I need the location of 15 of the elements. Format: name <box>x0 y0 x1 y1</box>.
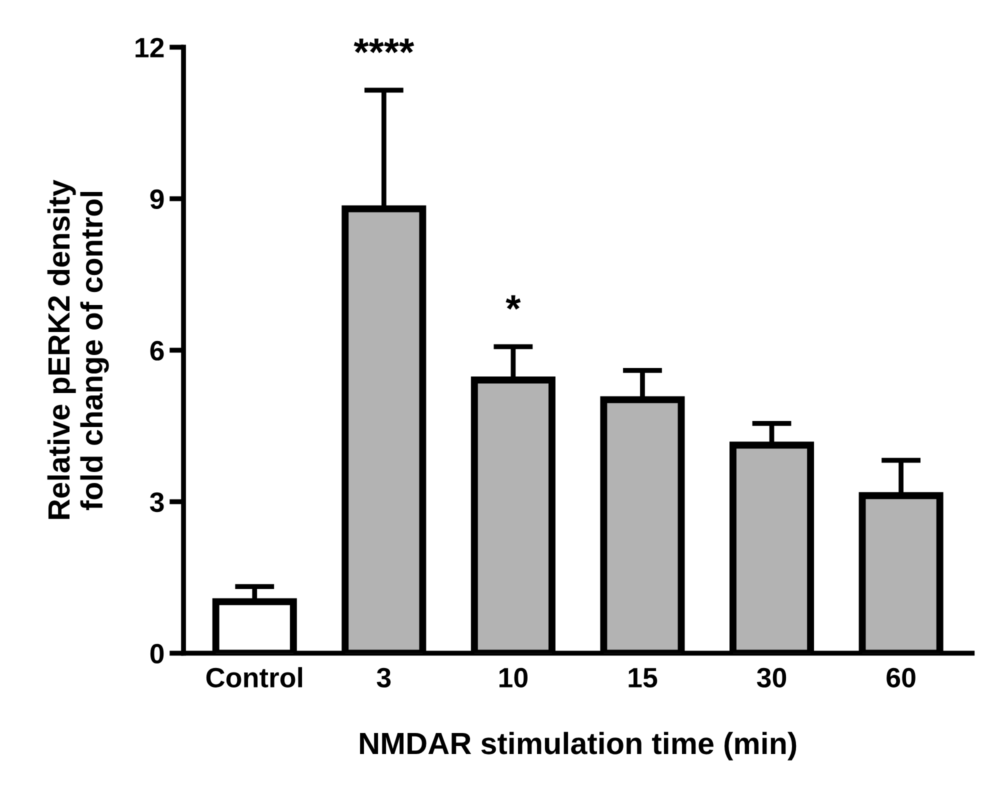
y-tick-label: 6 <box>150 340 164 361</box>
annotation: **** <box>354 38 414 54</box>
x-tick-label: 15 <box>628 668 658 688</box>
y-tick-label: 3 <box>150 492 164 512</box>
x-tick-label: 3 <box>376 668 391 688</box>
y-axis-title: Relative pERK2 density fold change of control <box>47 180 109 519</box>
x-axis-title: NMDAR stimulation time (min) <box>360 732 796 760</box>
x-tick-label: Control <box>206 667 302 688</box>
annotation: * <box>506 295 521 310</box>
x-tick-label: 60 <box>886 668 916 688</box>
x-tick-label: 10 <box>500 668 528 688</box>
y-tick-label: 12 <box>136 38 164 58</box>
x-tick-label: 30 <box>756 668 786 688</box>
y-tick-label: 0 <box>150 644 164 664</box>
y-tick-label: 9 <box>150 189 164 210</box>
